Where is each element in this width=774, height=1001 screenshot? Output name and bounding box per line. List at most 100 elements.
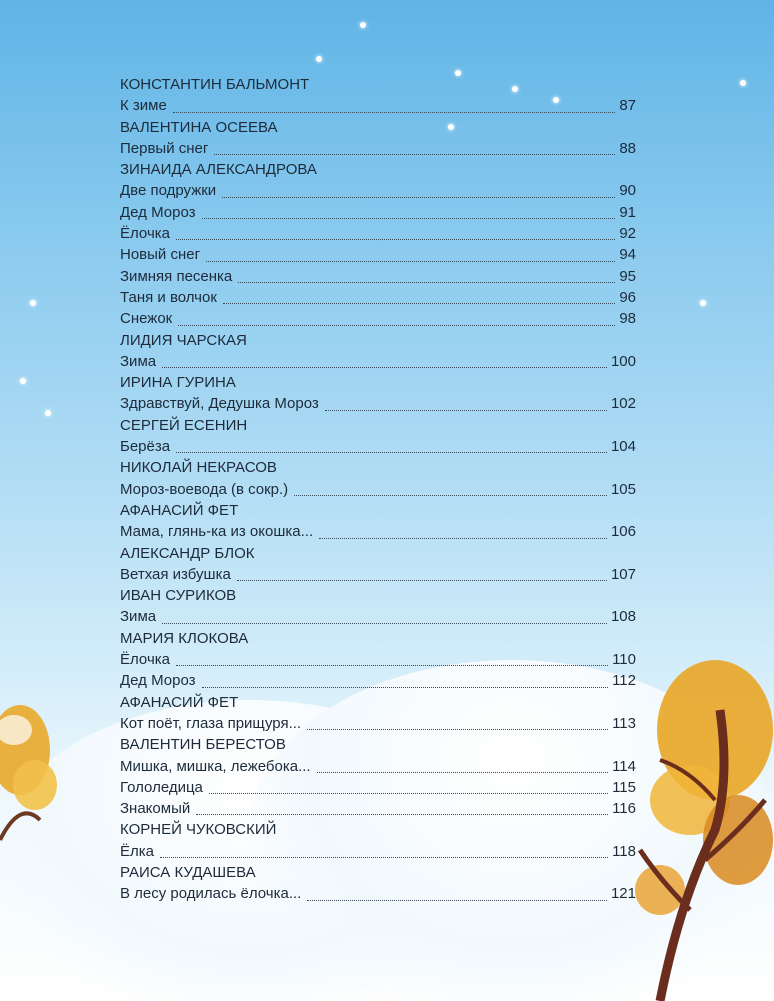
author-heading: МАРИЯ КЛОКОВА: [120, 629, 249, 647]
author-heading: ИРИНА ГУРИНА: [120, 374, 236, 392]
author-heading: КОНСТАНТИН БАЛЬМОНТ: [120, 76, 310, 93]
page-number: 88: [619, 139, 636, 157]
toc-entry[interactable]: Зимняя песенка 95: [120, 266, 636, 287]
poem-title: Знакомый: [120, 800, 191, 818]
page-number: 104: [610, 438, 636, 456]
author-heading: ИВАН СУРИКОВ: [120, 587, 237, 605]
toc-entry[interactable]: Дед Мороз 91: [120, 202, 636, 223]
page-number: 102: [610, 395, 636, 413]
toc-entry[interactable]: К зиме 87: [120, 95, 636, 116]
page-number: 110: [612, 651, 636, 669]
dot-leader: [214, 154, 616, 156]
dot-leader: [222, 303, 616, 305]
toc-entry[interactable]: Две подружки 90: [120, 180, 636, 201]
page-number: 108: [610, 608, 636, 626]
page-number: 95: [619, 267, 636, 285]
dot-leader: [316, 771, 609, 773]
poem-title: Ёлочка: [120, 225, 170, 243]
toc-entry[interactable]: Ёлочка 110: [120, 649, 636, 670]
author-heading: ВАЛЕНТИНА ОСЕЕВА: [120, 118, 278, 136]
toc-entry[interactable]: Дед Мороз 112: [120, 670, 636, 691]
toc-entry[interactable]: Зима 100: [120, 351, 636, 372]
toc-entry[interactable]: Таня и волчок 96: [120, 287, 636, 308]
page-number: 121: [610, 885, 636, 903]
poem-title: Берёза: [120, 438, 171, 456]
page-number: 96: [619, 288, 636, 306]
toc-entry[interactable]: Снежок 98: [120, 308, 636, 329]
author-heading: СЕРГЕЙ ЕСЕНИН: [120, 416, 248, 434]
author-heading: ВАЛЕНТИН БЕРЕСТОВ: [120, 736, 286, 754]
poem-title: Ветхая избушка: [120, 565, 231, 583]
dot-leader: [324, 409, 607, 411]
toc-entry[interactable]: Ёлочка 92: [120, 223, 636, 244]
dot-leader: [222, 196, 616, 198]
toc-entry[interactable]: Ёлка 118: [120, 841, 636, 862]
dot-leader: [201, 218, 616, 220]
dot-leader: [307, 729, 609, 731]
page-number: 118: [612, 842, 636, 860]
toc-entry[interactable]: Мишка, мишка, лежебока... 114: [120, 756, 636, 777]
dot-leader: [196, 814, 609, 816]
page-number: 92: [619, 225, 636, 243]
page-number: 114: [612, 757, 636, 775]
toc-entry[interactable]: Мороз-воевода (в сокр.) 105: [120, 479, 636, 500]
poem-title: Две подружки: [120, 182, 217, 200]
page-number: 90: [619, 182, 636, 200]
page-number: 100: [610, 352, 636, 370]
author-heading: ЛИДИЯ ЧАРСКАЯ: [120, 331, 247, 349]
toc-entry[interactable]: Новый снег 94: [120, 244, 636, 265]
dot-leader: [178, 324, 616, 326]
dot-leader: [236, 580, 607, 582]
poem-title: В лесу родилась ёлочка...: [120, 885, 302, 903]
toc-entry[interactable]: Зима 108: [120, 606, 636, 627]
poem-title: Мама, глянь-ка из окошка...: [120, 523, 314, 541]
author-heading: АЛЕКСАНДР БЛОК: [120, 544, 255, 562]
toc-entry[interactable]: Берёза 104: [120, 436, 636, 457]
author-heading: КОРНЕЙ ЧУКОВСКИЙ: [120, 821, 277, 839]
page-number: 115: [612, 778, 636, 796]
dot-leader: [238, 281, 616, 283]
page-number: 106: [610, 523, 636, 541]
dot-leader: [208, 793, 609, 795]
page-number: 105: [610, 480, 636, 498]
dot-leader: [319, 537, 607, 539]
page-number: 112: [612, 672, 636, 690]
poem-title: Гололедица: [120, 778, 203, 796]
toc-entry[interactable]: Гололедица 115: [120, 777, 636, 798]
dot-leader: [206, 260, 616, 262]
poem-title: Кот поёт, глаза прищуря...: [120, 714, 302, 732]
dot-leader: [162, 622, 607, 624]
page-number: 87: [619, 97, 636, 115]
page-number: 94: [619, 246, 636, 264]
author-heading: АФАНАСИЙ ФЕТ: [120, 501, 239, 519]
dot-leader: [307, 899, 607, 901]
poem-title: Зима: [120, 352, 157, 370]
toc-entry[interactable]: Кот поёт, глаза прищуря... 113: [120, 713, 636, 734]
poem-title: Таня и волчок: [120, 288, 217, 306]
poem-title: Мишка, мишка, лежебока...: [120, 757, 311, 775]
poem-title: Первый снег: [120, 139, 209, 157]
autumn-tree-right-illustration: [635, 660, 773, 1001]
toc-entry[interactable]: Ветхая избушка 107: [120, 564, 636, 585]
dot-leader: [172, 111, 616, 113]
poem-title: Мороз-воевода (в сокр.): [120, 480, 289, 498]
poem-title: Ёлочка: [120, 651, 170, 669]
page-number: 98: [619, 310, 636, 328]
dot-leader: [201, 686, 609, 688]
page-number: 113: [612, 714, 636, 732]
toc-entry[interactable]: Мама, глянь-ка из окошка... 106: [120, 521, 636, 542]
poem-title: Дед Мороз: [120, 203, 196, 221]
dot-leader: [176, 665, 609, 667]
poem-title: Снежок: [120, 310, 173, 328]
dot-leader: [176, 239, 616, 241]
toc-entry[interactable]: Знакомый 116: [120, 798, 636, 819]
poem-title: Зима: [120, 608, 157, 626]
toc-entry[interactable]: В лесу родилась ёлочка... 121: [120, 883, 636, 904]
author-heading: ЗИНАИДА АЛЕКСАНДРОВА: [120, 161, 317, 179]
poem-title: Зимняя песенка: [120, 267, 233, 285]
page-number: 107: [610, 565, 636, 583]
toc-entry[interactable]: Здравствуй, Дедушка Мороз 102: [120, 393, 636, 414]
dot-leader: [176, 452, 607, 454]
toc-entry[interactable]: Первый снег 88: [120, 138, 636, 159]
poem-title: К зиме: [120, 97, 167, 115]
